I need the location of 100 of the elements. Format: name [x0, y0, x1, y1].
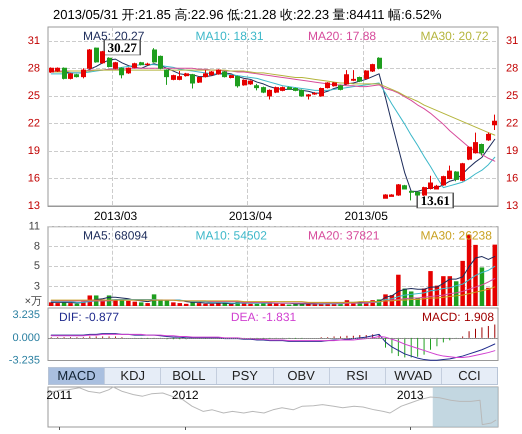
y2-tick-label: 25 [506, 90, 518, 102]
candlestick [139, 61, 144, 66]
bar [145, 303, 150, 306]
bar [473, 244, 478, 306]
candlestick [319, 87, 324, 98]
candlestick [184, 72, 189, 78]
y-tick-label: 31 [28, 34, 40, 47]
text: WVAD [384, 368, 441, 384]
candlestick [338, 84, 343, 91]
line-series [50, 286, 496, 303]
y-tick-label: 13 [28, 200, 40, 212]
y-tick-label: 3.235 [12, 309, 40, 322]
candlestick [197, 76, 202, 84]
candlestick [325, 82, 330, 90]
candlestick [479, 143, 484, 156]
text: MA10: 54502 [196, 228, 268, 243]
candlestick [81, 68, 86, 79]
y2-tick-label: 28 [506, 62, 518, 74]
y-tick-label: 22 [28, 117, 40, 130]
x-tick-label: 2013/04 [228, 209, 273, 223]
bar [120, 300, 124, 306]
y-axis-title: ×万 [24, 296, 42, 308]
y-tick-label: 19 [28, 144, 40, 157]
candlestick [492, 114, 497, 130]
series-label: MACD: 1.908 [422, 310, 494, 324]
bar [486, 288, 491, 306]
candlestick [222, 70, 227, 78]
text: MACD [49, 368, 104, 384]
candlestick [261, 86, 266, 94]
bar [55, 303, 60, 306]
y-tick-label: -3.235 [8, 354, 40, 366]
candlestick [164, 68, 169, 86]
candlestick [254, 83, 259, 91]
candlestick [68, 72, 73, 80]
candlestick [62, 66, 67, 80]
y2-tick-label: 16 [506, 172, 518, 184]
y-tick-label: 11 [28, 220, 40, 233]
y2-tick-label: 31 [506, 34, 518, 47]
candlestick [132, 62, 137, 69]
candlestick [100, 50, 105, 64]
candlestick [332, 82, 337, 88]
bar [196, 303, 202, 306]
candlestick [357, 76, 362, 83]
candlestick [113, 61, 118, 70]
candlestick [107, 56, 112, 68]
candlestick [344, 70, 349, 86]
text: KDJ [104, 368, 160, 384]
text: OBV [272, 368, 329, 384]
bar [171, 302, 176, 306]
bar [126, 300, 131, 306]
series-label: DIF: -0.877 [59, 310, 120, 324]
candlestick [229, 74, 234, 79]
candlestick [87, 48, 92, 70]
text: MA10: 18.31 [196, 29, 264, 43]
series-label: DEA: -1.831 [230, 310, 297, 324]
annotation: 13.61 [420, 192, 450, 208]
x-tick-label: 2012 [172, 388, 199, 402]
bar [68, 303, 73, 306]
candlestick [460, 162, 465, 182]
candlestick [454, 170, 459, 182]
x-tick-label: 2013/03 [94, 209, 138, 223]
text: PSY [216, 368, 272, 384]
x-tick-label: 2013 [396, 388, 424, 402]
candlestick [486, 132, 491, 142]
x-tick-label: 2013/05 [344, 209, 388, 223]
text: MA30: 26238 [420, 228, 492, 243]
candlestick [306, 94, 311, 100]
bar [178, 303, 182, 306]
text: MA20: 37821 [308, 228, 380, 243]
bar [492, 244, 498, 306]
chart-title: 2013/05/31 开:21.85 高:22.96 低:21.28 收:22.23 量:84411 幅:6.52% [53, 7, 442, 22]
y2-tick-label: 13 [506, 200, 518, 212]
candlestick [119, 66, 124, 79]
candlestick [216, 68, 221, 76]
text: CCI [440, 368, 497, 384]
y-tick-label: 28 [28, 62, 40, 74]
text: MA20: 17.88 [308, 29, 376, 43]
y-tick-label: 8 [34, 240, 40, 252]
candlestick [145, 62, 150, 66]
y-tick-label: 0.000 [12, 332, 40, 344]
x-tick-label: 2011 [46, 388, 72, 402]
text: MA5: 68094 [83, 228, 148, 243]
candlestick [312, 92, 317, 96]
y-tick-label: 25 [28, 90, 40, 102]
y2-tick-label: 19 [506, 144, 518, 157]
y-tick-label: 3 [34, 280, 40, 292]
text: RSI [328, 368, 385, 384]
bar [138, 302, 144, 306]
candlestick [126, 66, 131, 74]
candlestick [190, 73, 195, 90]
candlestick [94, 46, 99, 64]
candlestick [377, 56, 382, 70]
bar [480, 267, 484, 306]
y2-tick-label: 22 [506, 117, 518, 130]
y-tick-label: 16 [28, 172, 40, 184]
candlestick [402, 184, 407, 190]
candlestick [351, 70, 356, 82]
y-tick-label: 5 [34, 260, 40, 272]
text: BOLL [160, 368, 216, 384]
candlestick [235, 75, 240, 88]
